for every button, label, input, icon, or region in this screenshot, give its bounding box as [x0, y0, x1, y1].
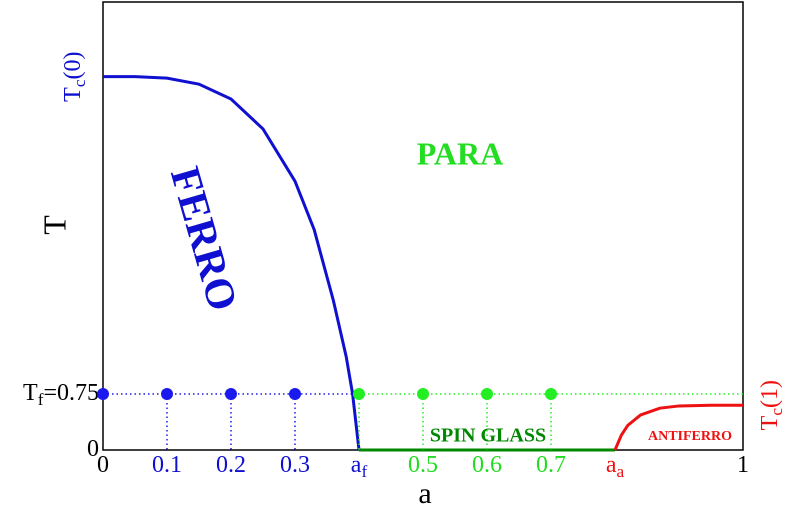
tick-label: aa	[606, 452, 625, 481]
tick-label-main: 0	[97, 452, 109, 478]
point	[545, 388, 557, 400]
tick-label-sub: c	[767, 408, 786, 416]
tick-label: 0.3	[280, 452, 310, 478]
tick-label: 0	[97, 452, 109, 478]
tick-label-main: a	[351, 452, 362, 478]
x-axis-label: a	[418, 477, 431, 510]
tick-label-main: 1	[737, 452, 749, 478]
tick-label: 0.5	[408, 452, 438, 478]
tick-label: 0.1	[152, 452, 182, 478]
tick-label: af	[351, 452, 368, 481]
point	[417, 388, 429, 400]
tick-label: Tf=0.75	[23, 380, 99, 409]
point	[353, 388, 365, 400]
tick-label-main: 0.7	[536, 452, 566, 478]
point	[289, 388, 301, 400]
tick-label-main: T	[60, 87, 86, 102]
tick-label-main: T	[757, 415, 783, 430]
tick-label-sub: c	[70, 79, 89, 87]
tick-label-main: 0	[87, 436, 99, 462]
tick-label-suffix: =0.75	[43, 380, 99, 406]
tick-label: 0	[87, 436, 99, 462]
tick-label-suffix: (1)	[757, 380, 783, 408]
point	[161, 388, 173, 400]
curve	[103, 75, 361, 451]
tick-label-sub: a	[616, 462, 624, 481]
tick-label-suffix: (0)	[60, 52, 86, 80]
point	[481, 388, 493, 400]
tick-label: 1	[737, 452, 749, 478]
point	[225, 388, 237, 400]
tick-label: 0.2	[216, 452, 246, 478]
tick-label: Tc(0)	[60, 52, 89, 102]
tick-label-sub: f	[361, 462, 367, 481]
tick-label-sub: f	[38, 390, 44, 409]
tick-label-main: 0.6	[472, 452, 502, 478]
tick-label: 0.6	[472, 452, 502, 478]
annotation: ANTIFERRO	[648, 429, 732, 444]
tick-label-main: 0.3	[280, 452, 310, 478]
annotation: PARA	[417, 135, 504, 171]
tick-label-main: T	[23, 380, 38, 406]
tick-label-main: 0.5	[408, 452, 438, 478]
annotation: FERRO	[161, 162, 246, 316]
curve	[613, 403, 743, 451]
tick-label-main: a	[606, 452, 617, 478]
y-axis-label: T	[36, 215, 72, 235]
tick-label: 0.7	[536, 452, 566, 478]
point	[97, 388, 109, 400]
tick-label-main: 0.2	[216, 452, 246, 478]
tick-label-main: 0.1	[152, 452, 182, 478]
annotation: SPIN GLASS	[430, 425, 546, 447]
tick-label: Tc(1)	[757, 380, 786, 430]
